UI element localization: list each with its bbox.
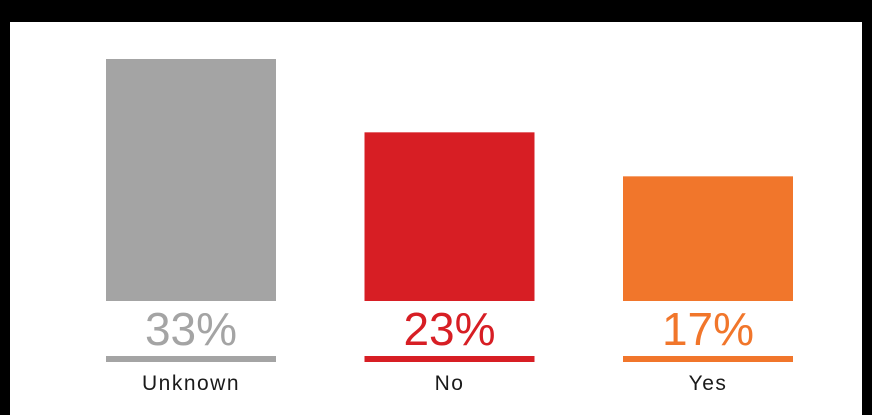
category-label-unknown: Unknown	[142, 372, 240, 395]
chart-canvas: 33% Unknown 23% No 17% Yes	[10, 22, 862, 415]
category-label-no: No	[435, 372, 465, 395]
value-label-unknown: 33%	[145, 303, 237, 355]
underline-unknown	[106, 356, 276, 362]
bar-unknown	[106, 59, 276, 301]
bar-group-unknown: 33% Unknown	[106, 59, 276, 395]
bar-yes	[623, 176, 793, 301]
bar-no	[364, 132, 535, 301]
bar-chart: 33% Unknown 23% No 17% Yes	[106, 59, 793, 395]
underline-no	[364, 356, 535, 362]
bar-group-yes: 17% Yes	[623, 176, 793, 395]
bar-group-no: 23% No	[364, 132, 535, 395]
value-label-yes: 17%	[662, 303, 754, 355]
value-label-no: 23%	[403, 303, 495, 355]
underline-yes	[623, 356, 793, 362]
category-label-yes: Yes	[689, 372, 728, 395]
